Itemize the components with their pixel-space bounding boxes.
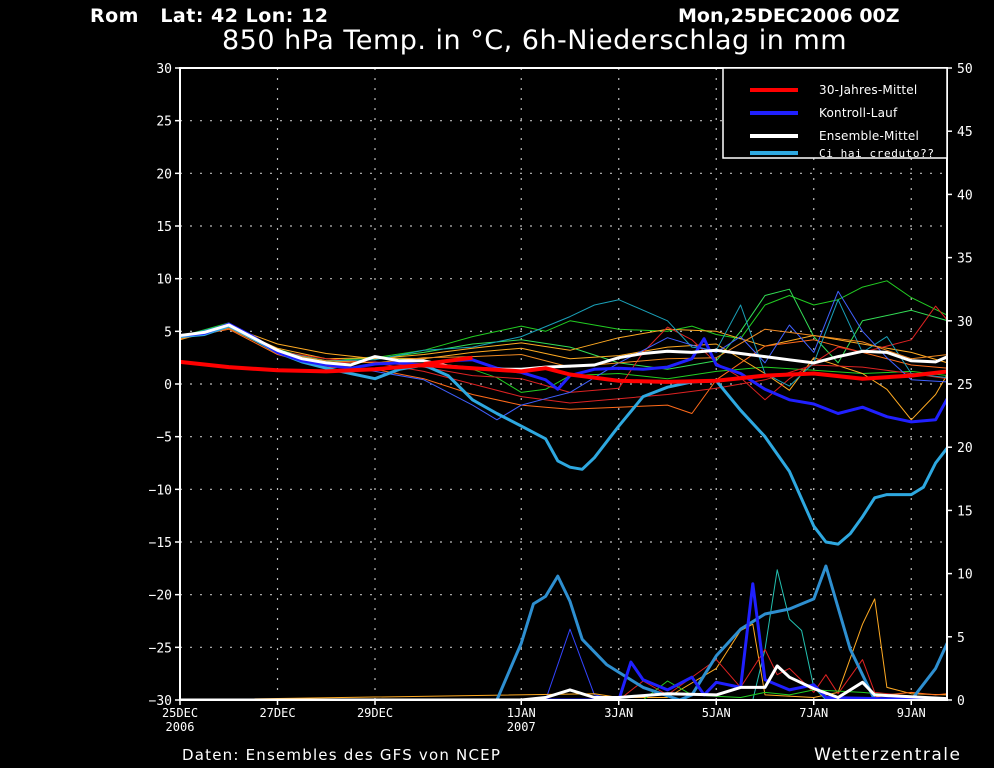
temp-series-30-jahres-mittel [180,359,947,384]
y-tick-label-left: −15 [149,536,172,551]
y-tick-label-left: 5 [164,325,172,340]
precip-series-kontroll-lauf [180,582,947,700]
y-tick-label-left: 25 [156,115,172,130]
y-tick-label-right: 25 [957,378,973,393]
precip-series-ensemble-mittel [180,664,947,700]
temp-series-member-7 [180,305,947,401]
y-tick-label-right: 35 [957,252,973,267]
y-tick-label-right: 30 [957,315,973,330]
y-tick-label-left: 15 [156,220,172,235]
y-tick-label-right: 15 [957,504,973,519]
y-tick-label-left: −20 [149,589,172,604]
x-tick-label: 27DEC [259,706,295,720]
x-tick-label: 9JAN [897,706,926,720]
y-tick-label-right: 45 [957,125,973,140]
brand-label: Wetterzentrale [814,745,962,765]
temp-series-member-8 [180,324,947,404]
y-tick-label-right: 50 [957,62,973,77]
x-tick-label: 25DEC [162,706,198,720]
data-source-label: Daten: Ensembles des GFS von NCEP [182,746,502,764]
y-tick-label-right: 5 [957,631,965,646]
x-tick-label: 29DEC [357,706,393,720]
precip-series-ci-hai-creduto [180,564,947,700]
legend-label: Ensemble-Mittel [819,129,919,143]
precip-series-member-d [180,648,947,700]
legend-label: Ci hai creduto?? [819,147,935,160]
temp-series-member-9 [180,299,947,387]
temp-series-ensemble-mittel [180,323,947,371]
location-label: Rom Lat: 42 Lon: 12 [90,5,329,27]
x-tick-label: 7JAN [799,706,828,720]
y-tick-label-left: −5 [156,431,172,446]
y-tick-label-right: 10 [957,568,973,583]
temp-series-30-jahres-mittel-seg2 [423,355,473,366]
y-tick-label-left: −25 [149,641,172,656]
y-tick-label-left: 20 [156,167,172,182]
run-date-label: Mon,25DEC2006 00Z [678,5,900,27]
y-axis-left: 30 25 20 15 10 5 0 −5 −10 −15 −20 −25 −30 [149,62,180,709]
legend: 30-Jahres-Mittel Kontroll-Lauf Ensemble-Mi… [722,67,948,160]
temp-series-member-5 [180,326,947,421]
x-tick-label: 3JAN [604,706,633,720]
precip-series-member-a [180,628,947,700]
y-tick-label-left: −30 [149,694,172,709]
legend-label: 30-Jahres-Mittel [819,83,917,97]
x-tick-sublabel: 2006 [166,720,195,734]
y-tick-label-left: −10 [149,483,172,498]
x-tick-label: 5JAN [702,706,731,720]
y-tick-label-left: 0 [164,378,172,393]
x-tick-sublabel: 2007 [507,720,536,734]
y-tick-label-right: 40 [957,188,973,203]
temp-series-member-1 [180,280,947,362]
y-tick-label-left: 30 [156,62,172,77]
temp-series-member-4 [180,325,947,364]
y-tick-label-left: 10 [156,273,172,288]
legend-label: Kontroll-Lauf [819,106,898,120]
precip-series-member-f [180,691,947,700]
x-tick-label: 1JAN [507,706,536,720]
plot-frame [179,67,948,701]
series-group [180,280,947,700]
y-tick-label-right: 0 [957,694,965,709]
chart-title: 850 hPa Temp. in °C, 6h-Niederschlag in … [222,25,848,56]
y-tick-label-right: 20 [957,441,973,456]
